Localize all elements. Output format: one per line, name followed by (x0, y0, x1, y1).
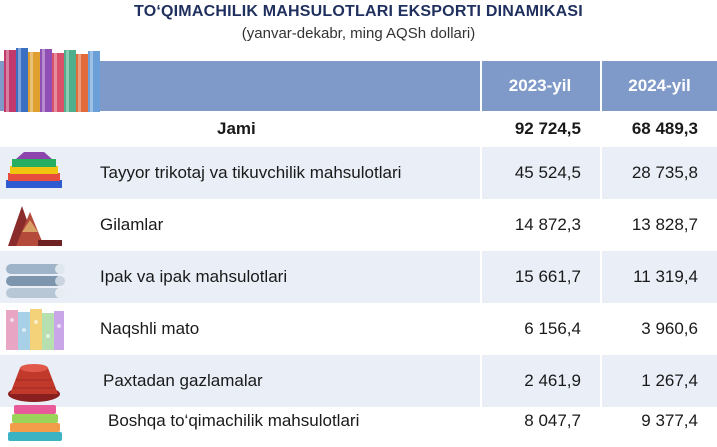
column-header-2024: 2024-yil (602, 61, 717, 111)
column-divider (600, 61, 602, 447)
row-value-2024: 1 267,4 (641, 371, 698, 390)
row-label: Tayyor trikotaj va tikuvchilik mahsulotl… (100, 163, 402, 182)
fabric-rolls-icon (4, 48, 100, 112)
yarn-spool-icon (8, 364, 60, 402)
folded-clothes-icon (6, 152, 62, 188)
carpet-icon (8, 206, 62, 246)
page-title: TO‘QIMACHILIK MAHSULOTLARI EKSPORTI DINA… (134, 3, 583, 20)
total-label: Jami (217, 119, 256, 138)
row-value-2024: 11 319,4 (633, 267, 698, 286)
row-label: Gilamlar (100, 215, 164, 234)
row-label: Paxtadan gazlamalar (103, 371, 263, 390)
row-label: Ipak va ipak mahsulotlari (100, 267, 288, 286)
total-2023: 92 724,5 (514, 119, 581, 138)
table-row: Paxtadan gazlamalar 2 461,9 1 267,4 (0, 355, 717, 407)
row-value-2023: 45 524,5 (514, 163, 581, 182)
row-value-2023: 14 872,3 (514, 215, 581, 234)
table-row: Boshqa to‘qimachilik mahsulotlari 8 047,… (0, 395, 717, 447)
row-label: Boshqa to‘qimachilik mahsulotlari (108, 411, 360, 430)
table-row-total: Jami 92 724,5 68 489,3 (0, 111, 717, 147)
row-value-2024: 3 960,6 (641, 319, 698, 338)
table-row: Naqshli mato 6 156,4 3 960,6 (0, 303, 717, 355)
row-value-2024: 28 735,8 (631, 163, 698, 182)
row-value-2023: 2 461,9 (524, 371, 581, 390)
table-row: Gilamlar 14 872,3 13 828,7 (0, 199, 717, 251)
table-row: Ipak va ipak mahsulotlari 15 661,7 11 31… (0, 251, 717, 303)
towels-icon (8, 405, 62, 441)
page-subtitle: (yanvar-dekabr, ming AQSh dollari) (241, 25, 476, 42)
column-header-2023: 2023-yil (482, 61, 598, 111)
column-divider (480, 61, 482, 447)
total-2024: 68 489,3 (631, 119, 698, 138)
row-value-2023: 8 047,7 (524, 411, 581, 430)
row-label: Naqshli mato (100, 319, 200, 338)
row-value-2023: 6 156,4 (524, 319, 581, 338)
silk-rolls-icon (6, 264, 65, 298)
row-value-2024: 9 377,4 (641, 411, 698, 430)
row-value-2024: 13 828,7 (631, 215, 698, 234)
row-value-2023: 15 661,7 (514, 267, 581, 286)
table-row: Tayyor trikotaj va tikuvchilik mahsulotl… (0, 147, 717, 199)
patterned-fabric-icon (6, 309, 64, 350)
